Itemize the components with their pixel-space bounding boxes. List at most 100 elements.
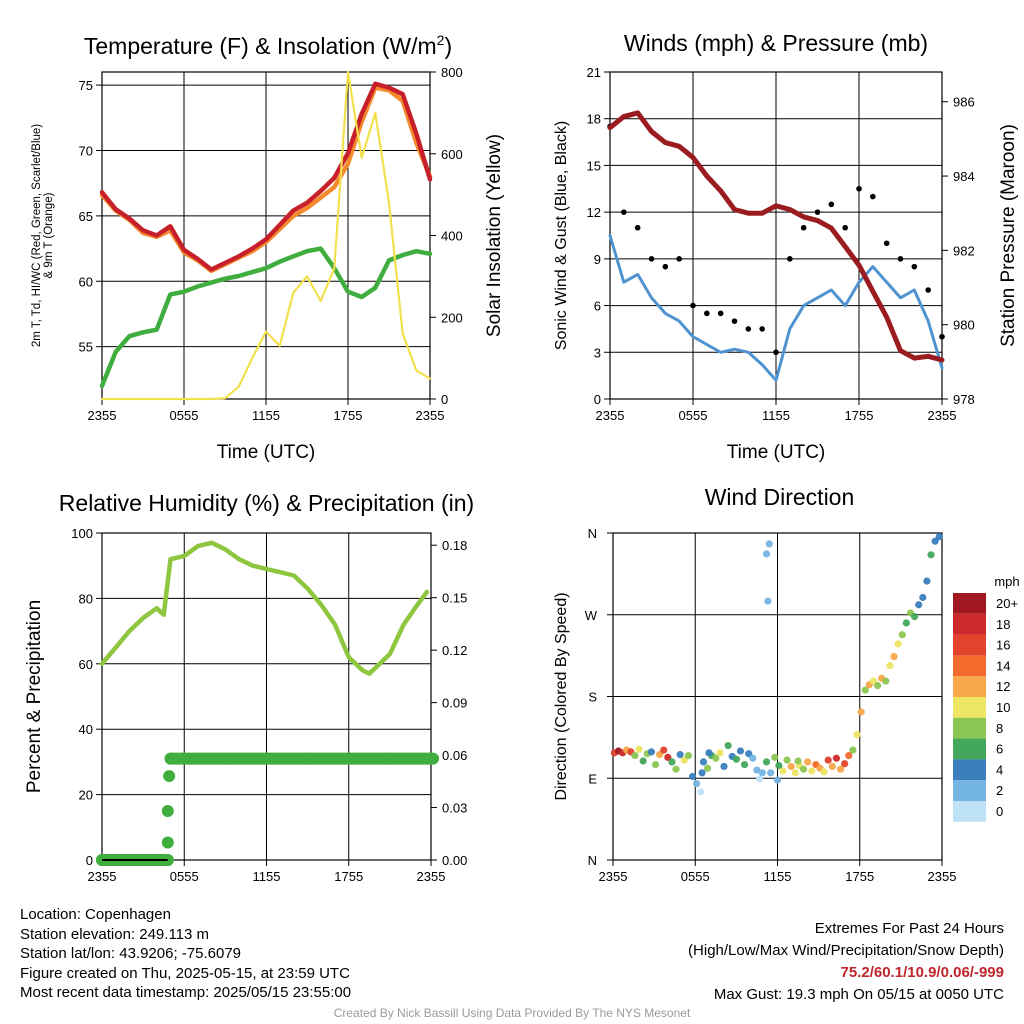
elevation-text: Station elevation: 249.113 m [20,925,210,943]
direction-point [775,761,783,770]
x-tick-label: 1755 [845,869,874,884]
speed-legend: mph 20+ 18 16 14 12 10 8 6 4 2 0 [953,574,1020,822]
panel-2: 2355 0555 1155 1755 235503691215182197898098… [553,30,1019,463]
direction-point [651,761,660,769]
y-tick-label: 12 [587,205,601,220]
y-tick-right-label: 0.15 [442,591,467,606]
y-tick-right-label: 0.09 [442,696,467,711]
rh-line [99,540,430,676]
y-tick-right-label: 986 [953,95,975,110]
direction-point [808,767,816,775]
direction-point [832,754,841,762]
panel-3: 2355 0555 1155 1755 23550204060801000.000.03… [24,490,474,884]
series-line-2 [99,81,433,272]
legend-label: 18 [996,617,1010,632]
legend-swatch [953,676,986,697]
gust-dot [897,256,904,262]
gust-dot [621,209,627,215]
y-tick-right-label: 978 [953,392,975,407]
direction-point [902,619,910,627]
panel-4: 2355 0555 1155 1755 2355 Wind Direction Direct… [553,484,1020,884]
chart-title: Winds (mph) & Pressure (mb) [624,30,928,56]
y-tick-label: W [585,608,598,623]
gust-dot [745,326,752,332]
y-tick-label: 21 [587,65,601,80]
legend-label: 2 [996,783,1003,798]
plot-frame [101,532,432,861]
legend-swatch [953,801,986,822]
credit-text: Created By Nick Bassill Using Data Provi… [333,1006,691,1020]
series-line-3 [99,246,433,389]
y-tick-right-label: 0.06 [442,748,467,763]
gust-dot [759,326,765,332]
x-tick-label: 2355 [928,869,957,884]
direction-point [736,747,745,755]
y-tick-right-label: 0.00 [442,853,467,868]
location-text: Location: Copenhagen [20,906,171,923]
direction-point [705,749,713,757]
direction-point [635,745,643,753]
direction-point [915,601,923,609]
direction-point [882,677,890,685]
y-tick-right-label: 980 [953,318,975,333]
direction-point [639,757,647,765]
direction-point [857,708,865,716]
y-axis-label: Direction (Colored By Speed) [553,592,570,800]
legend-label: 0 [996,804,1003,819]
direction-point [923,577,931,585]
direction-point [841,760,849,768]
direction-point [749,754,757,762]
y-axis-label: 2m T, Td, HI/WC (Red, Green, Scarlet/Blu… [31,124,43,347]
x-tick-label: 2355 [599,869,628,884]
direction-point [758,769,767,777]
direction-point [720,762,728,771]
legend-label: 10 [996,700,1010,715]
direction-point [697,788,705,796]
precip-dot [161,836,174,849]
direction-point [698,769,706,777]
chart-title: Relative Humidity (%) & Precipitation (i… [59,490,474,516]
chart-title: Wind Direction [705,484,855,510]
direction-point [699,758,708,766]
direction-point [668,758,676,766]
y-tick-label: 60 [79,657,93,672]
precip-dot [161,805,174,818]
wind-line [608,234,944,382]
legend-swatch [953,780,986,801]
y-tick-label: 55 [79,340,93,355]
direction-point [898,631,906,639]
gust-dot [704,310,710,317]
gust-dot [939,333,945,340]
gust-dot [787,256,793,262]
legend-swatch [953,655,986,677]
direction-point [910,612,919,621]
legend-label: 6 [996,742,1003,757]
direction-point [849,746,857,754]
y-tick-label: N [588,526,597,541]
legend-label: 16 [996,638,1010,653]
y-tick-label: 6 [594,299,601,314]
direction-point [684,751,692,760]
direction-point [783,756,791,764]
direction-point [693,780,701,788]
y-tick-right-label: 400 [441,229,463,244]
y-tick-right-label: 0 [441,392,448,407]
pressure-line [607,110,945,363]
station-info: Location: Copenhagen Station elevation: … [20,905,351,1003]
x-tick-label: 2355 [417,869,446,884]
x-axis-label: Time (UTC) [727,442,826,463]
direction-point [771,753,779,761]
y-tick-right-label: 600 [441,147,463,162]
y-tick-label: 0 [594,392,601,407]
legend-swatch [953,613,986,635]
gust-dot [800,224,807,231]
panel-1: 2355 0555 1155 1755 2355 55 60 65 70 75 0 200 400 600… [31,32,505,463]
legend-label: 12 [996,679,1010,694]
y-axis-label: & 9m T (Orange) [43,192,55,278]
series-line-4 [100,70,432,401]
x-tick-label: 1155 [764,869,792,884]
direction-point [890,652,898,661]
gust-dot [648,256,655,262]
direction-point [935,533,943,541]
direction-point [794,757,802,765]
